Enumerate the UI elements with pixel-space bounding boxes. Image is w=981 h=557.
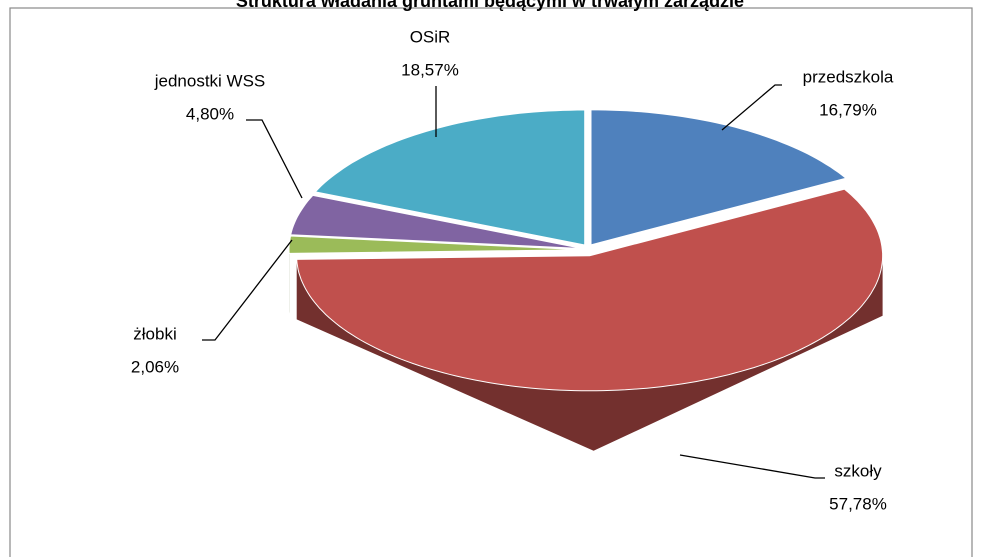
value-label: 18,57% [401,60,459,79]
leader-line [246,119,303,199]
slice-label: żłobki [133,324,176,343]
slice-label: szkoły [834,461,882,480]
value-label: 4,80% [186,104,234,123]
leader-line [721,84,782,131]
value-label: 57,78% [829,494,887,513]
leader-line [679,454,825,479]
slice-label: przedszkola [803,67,894,86]
slice [290,194,583,249]
slice-side [296,255,883,451]
slice [296,188,884,392]
value-label: 2,06% [131,357,179,376]
slice-label: OSiR [410,27,451,46]
slice-label: jednostki WSS [154,71,266,90]
slice [314,109,586,246]
slice [590,109,848,246]
chart-title: Struktura władania gruntami będącymi w t… [236,0,744,11]
value-label: 16,79% [819,100,877,119]
leader-line [202,239,293,341]
